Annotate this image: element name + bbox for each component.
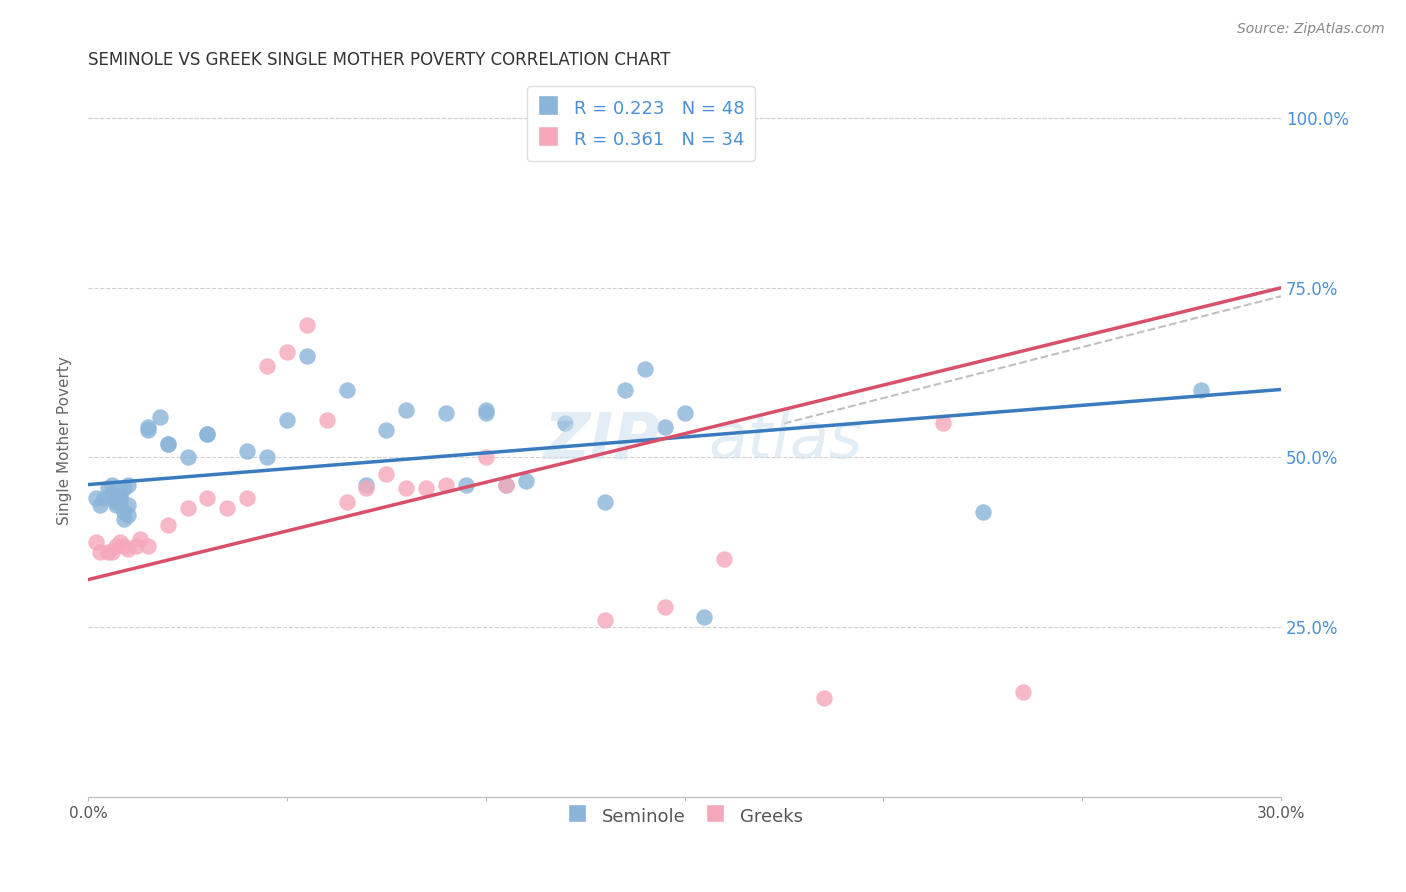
Point	[515, 474, 537, 488]
Point	[112, 481, 135, 495]
Point	[217, 501, 239, 516]
Y-axis label: Single Mother Poverty: Single Mother Poverty	[58, 356, 72, 524]
Point	[112, 511, 135, 525]
Point	[104, 494, 127, 508]
Point	[654, 420, 676, 434]
Point	[972, 505, 994, 519]
Point	[634, 362, 657, 376]
Point	[315, 413, 337, 427]
Point	[176, 501, 198, 516]
Point	[117, 477, 139, 491]
Point	[395, 481, 418, 495]
Point	[256, 359, 278, 373]
Point	[108, 494, 131, 508]
Point	[474, 403, 496, 417]
Point	[256, 450, 278, 465]
Text: atlas: atlas	[709, 409, 863, 472]
Point	[112, 505, 135, 519]
Point	[415, 481, 437, 495]
Point	[101, 488, 124, 502]
Point	[434, 406, 457, 420]
Point	[156, 518, 179, 533]
Text: ZIP: ZIP	[544, 409, 661, 472]
Point	[117, 542, 139, 557]
Point	[295, 318, 318, 332]
Point	[128, 532, 150, 546]
Point	[97, 545, 120, 559]
Point	[89, 545, 111, 559]
Point	[156, 437, 179, 451]
Point	[136, 539, 159, 553]
Point	[84, 491, 107, 505]
Point	[673, 406, 696, 420]
Point	[454, 477, 477, 491]
Point	[434, 477, 457, 491]
Point	[356, 477, 378, 491]
Point	[713, 552, 735, 566]
Point	[932, 417, 955, 431]
Point	[176, 450, 198, 465]
Point	[197, 426, 219, 441]
Point	[593, 613, 616, 627]
Point	[554, 417, 576, 431]
Point	[112, 539, 135, 553]
Point	[1011, 684, 1033, 698]
Point	[101, 545, 124, 559]
Point	[156, 437, 179, 451]
Point	[654, 599, 676, 614]
Point	[108, 491, 131, 505]
Point	[474, 450, 496, 465]
Point	[395, 403, 418, 417]
Point	[356, 481, 378, 495]
Point	[375, 467, 398, 482]
Point	[149, 409, 172, 424]
Point	[101, 477, 124, 491]
Point	[197, 491, 219, 505]
Point	[236, 491, 259, 505]
Point	[84, 535, 107, 549]
Point	[104, 539, 127, 553]
Point	[104, 498, 127, 512]
Point	[93, 491, 115, 505]
Point	[97, 481, 120, 495]
Point	[136, 423, 159, 437]
Point	[336, 494, 359, 508]
Point	[117, 498, 139, 512]
Point	[136, 420, 159, 434]
Point	[613, 383, 636, 397]
Point	[693, 610, 716, 624]
Text: SEMINOLE VS GREEK SINGLE MOTHER POVERTY CORRELATION CHART: SEMINOLE VS GREEK SINGLE MOTHER POVERTY …	[89, 51, 671, 69]
Point	[336, 383, 359, 397]
Point	[108, 488, 131, 502]
Point	[236, 443, 259, 458]
Point	[375, 423, 398, 437]
Point	[117, 508, 139, 522]
Point	[108, 535, 131, 549]
Point	[495, 477, 517, 491]
Point	[1191, 383, 1213, 397]
Point	[276, 413, 298, 427]
Point	[276, 345, 298, 359]
Point	[474, 406, 496, 420]
Point	[295, 349, 318, 363]
Text: Source: ZipAtlas.com: Source: ZipAtlas.com	[1237, 22, 1385, 37]
Point	[813, 691, 835, 706]
Point	[495, 477, 517, 491]
Point	[89, 498, 111, 512]
Point	[593, 494, 616, 508]
Legend: Seminole, Greeks: Seminole, Greeks	[558, 797, 810, 834]
Point	[197, 426, 219, 441]
Point	[125, 539, 148, 553]
